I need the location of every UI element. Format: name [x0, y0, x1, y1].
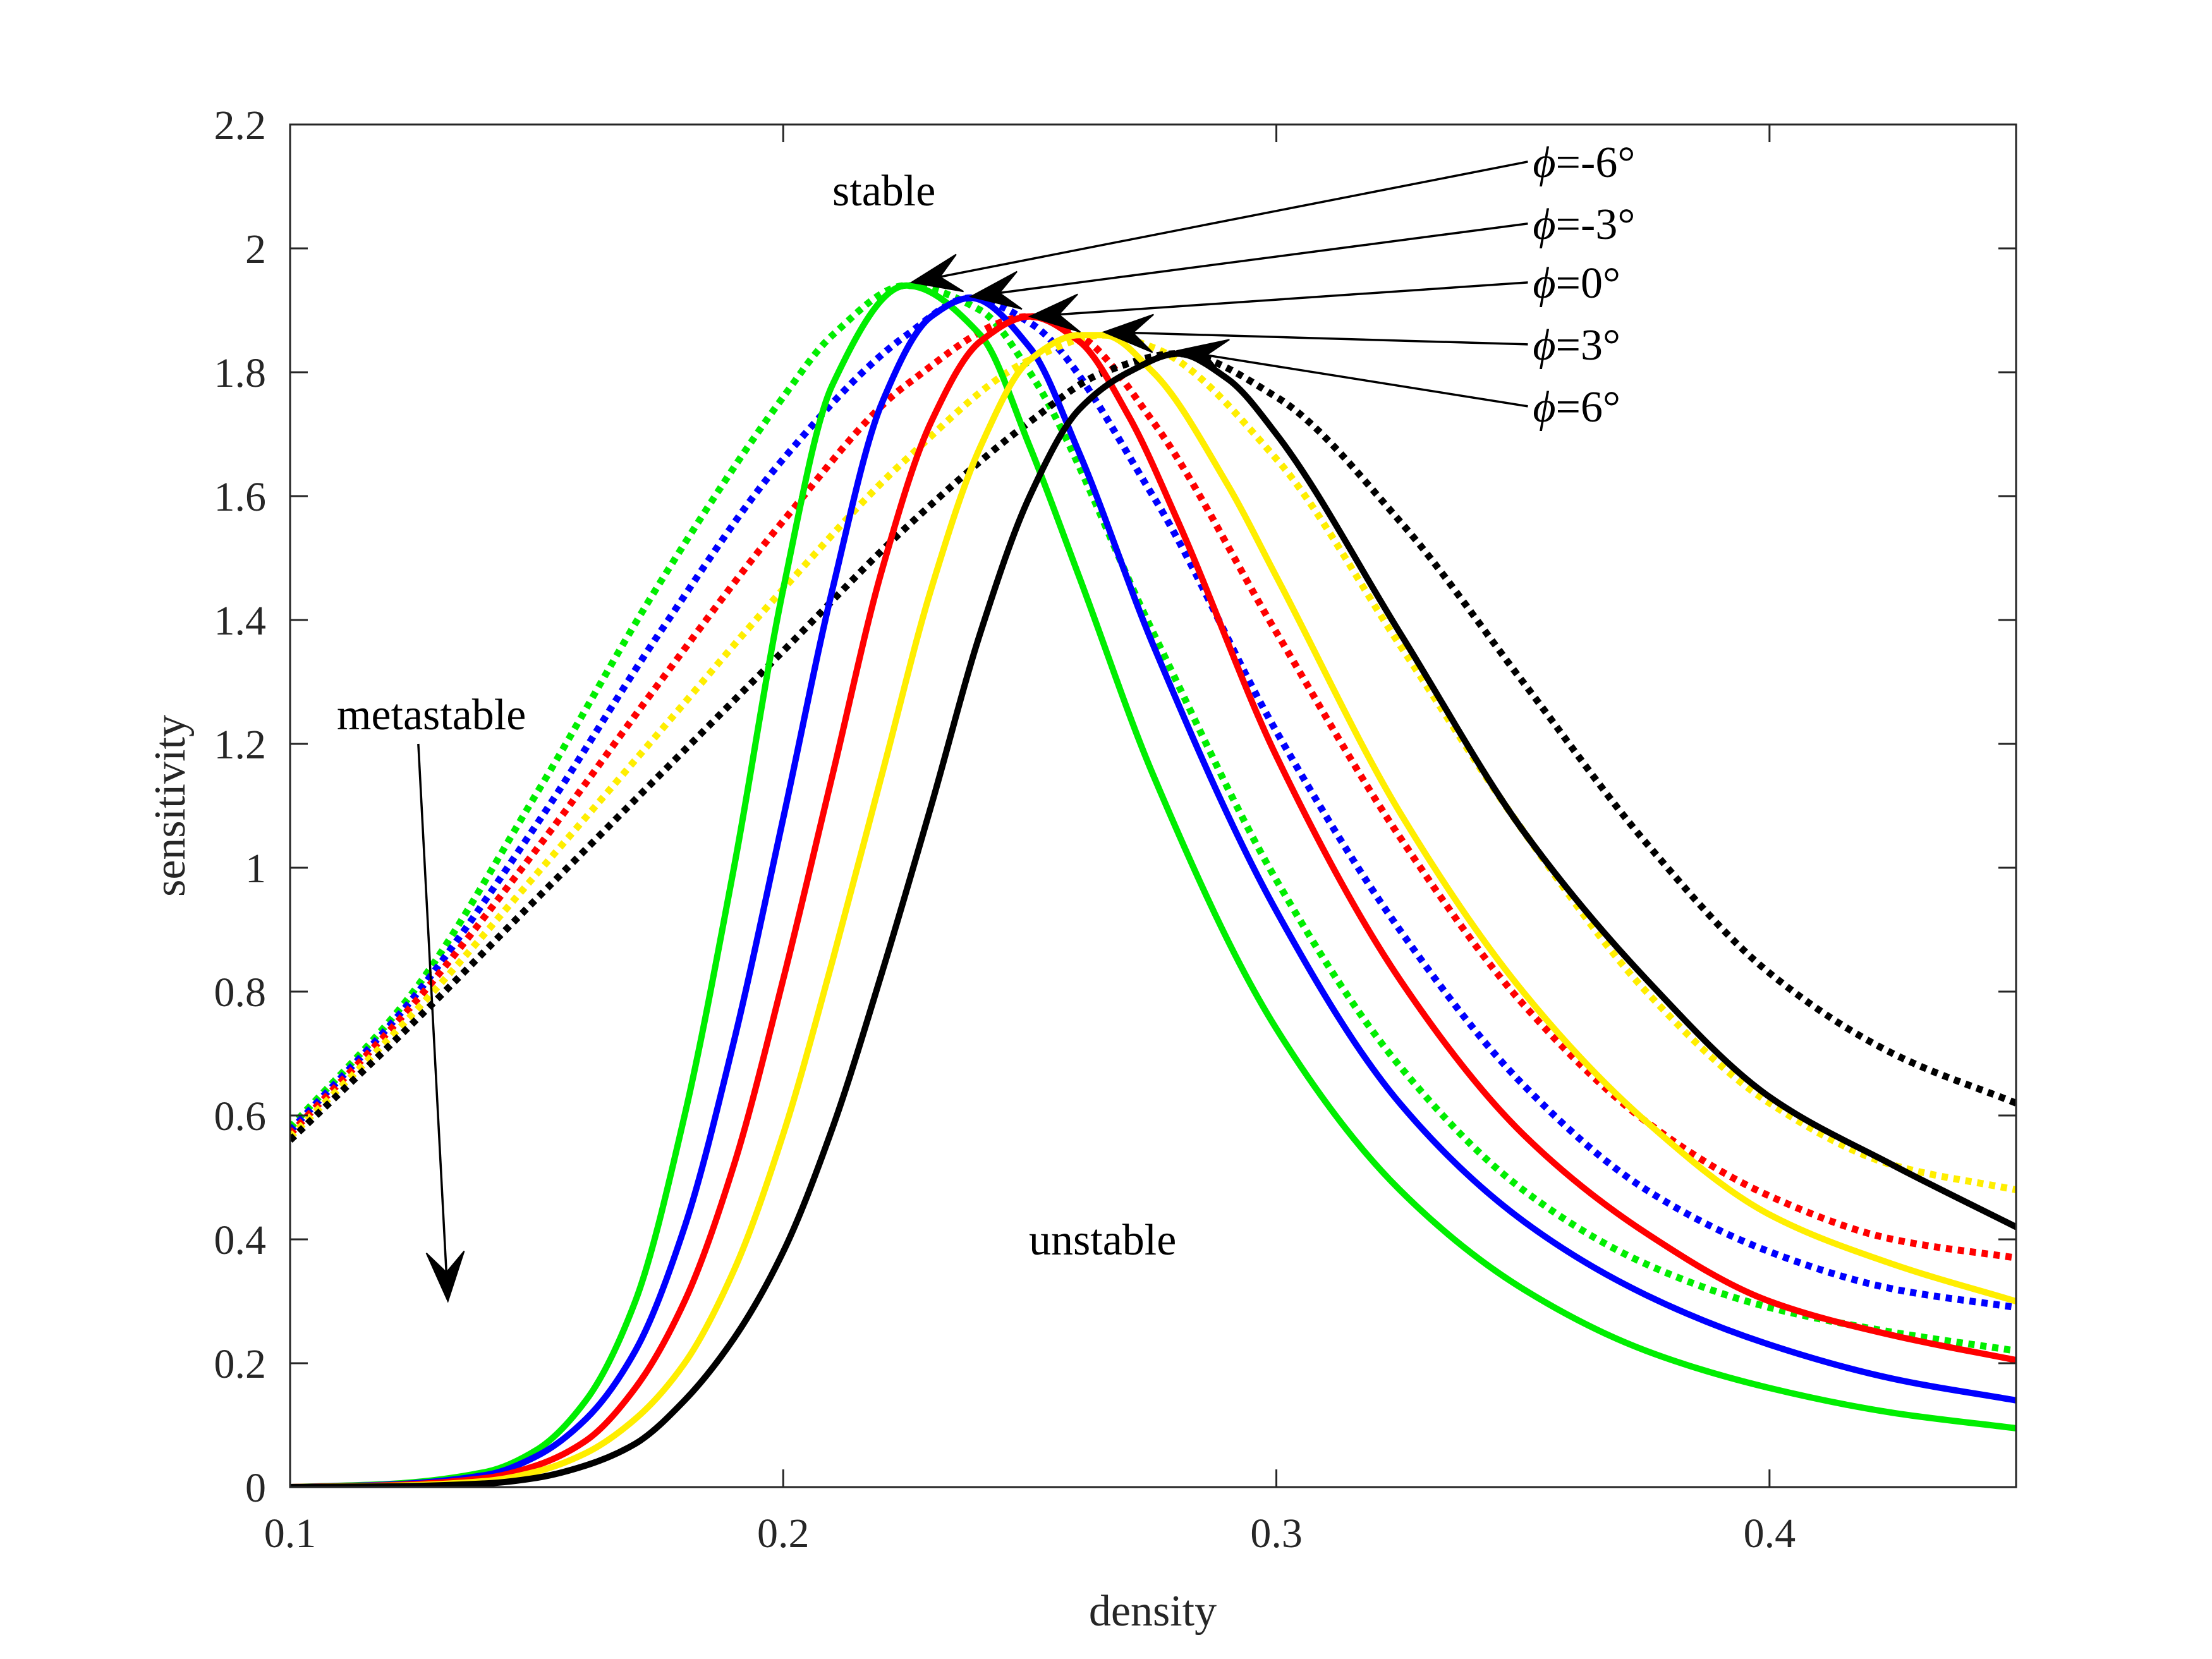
y-tick-label: 0.8	[214, 969, 267, 1016]
axes-layer	[289, 123, 2017, 1488]
series-line-dotted-6	[290, 294, 2016, 1311]
y-tick-label: 0.6	[214, 1093, 267, 1139]
y-tick-label: 0.4	[214, 1217, 267, 1263]
arrowhead	[909, 253, 964, 293]
y-tick-label: 1.4	[214, 598, 267, 644]
y-tick-label: 2	[245, 226, 266, 272]
arrowhead	[1102, 313, 1154, 353]
callout-label: ϕ=3°	[1533, 321, 1620, 370]
arrowhead	[1176, 339, 1230, 378]
region-label-stable: stable	[832, 167, 935, 216]
x-tick-label: 0.1	[264, 1510, 317, 1557]
y-tick-label: 0	[245, 1465, 266, 1511]
plot-background	[290, 125, 2016, 1487]
callout-label: ϕ=-6°	[1533, 138, 1635, 187]
region-label-metastable: metastable	[337, 691, 526, 739]
x-axis-label: density	[1089, 1587, 1217, 1636]
series-line-solid-0	[290, 282, 2016, 1487]
series-line-dotted-9	[290, 350, 2016, 1143]
annotation-arrow	[969, 222, 1528, 310]
series-line-solid-4	[290, 350, 2016, 1487]
y-tick-label: 1.6	[214, 474, 267, 520]
annotation-arrow	[909, 161, 1528, 293]
y-tick-label: 1.2	[214, 722, 267, 768]
annotation-arrow	[1102, 313, 1528, 353]
arrowhead	[969, 270, 1023, 310]
callout-label: ϕ=0°	[1533, 259, 1620, 308]
callout-label: ϕ=-3°	[1533, 200, 1635, 249]
y-axis-label: sensitivity	[146, 715, 195, 897]
x-tick-label: 0.4	[1744, 1510, 1796, 1557]
series-line-solid-2	[290, 313, 2016, 1487]
annotation-arrow	[1176, 339, 1528, 408]
arrowhead	[425, 1250, 465, 1303]
x-tick-label: 0.2	[757, 1510, 810, 1557]
series-line-solid-3	[290, 332, 2016, 1487]
y-tick-label: 2.2	[214, 102, 267, 149]
plot-frame	[289, 123, 2017, 1488]
annotation-arrow	[417, 743, 465, 1303]
series-line-solid-1	[290, 295, 2016, 1487]
region-label-unstable: unstable	[1029, 1216, 1176, 1265]
y-tick-label: 1	[245, 846, 266, 892]
x-tick-label: 0.3	[1250, 1510, 1303, 1557]
y-tick-label: 0.2	[214, 1341, 267, 1387]
ticks-layer	[289, 123, 2016, 1488]
arrow-layer	[417, 161, 1528, 1303]
series-line-dotted-5	[290, 282, 2016, 1354]
arrowhead	[1028, 293, 1081, 333]
y-tick-label: 1.8	[214, 350, 267, 396]
callout-labels: ϕ=-6° ϕ=-3° ϕ=0° ϕ=3° ϕ=6°	[1533, 138, 1635, 432]
annotation-arrow	[1028, 281, 1528, 333]
callout-label: ϕ=6°	[1533, 383, 1620, 432]
tick-labels: 0.1 0.2 0.3 0.4 0 0.2 0.4 0.6 0.8 1 1.2 1.4 1.6 1.8 2 2…	[214, 102, 1796, 1557]
